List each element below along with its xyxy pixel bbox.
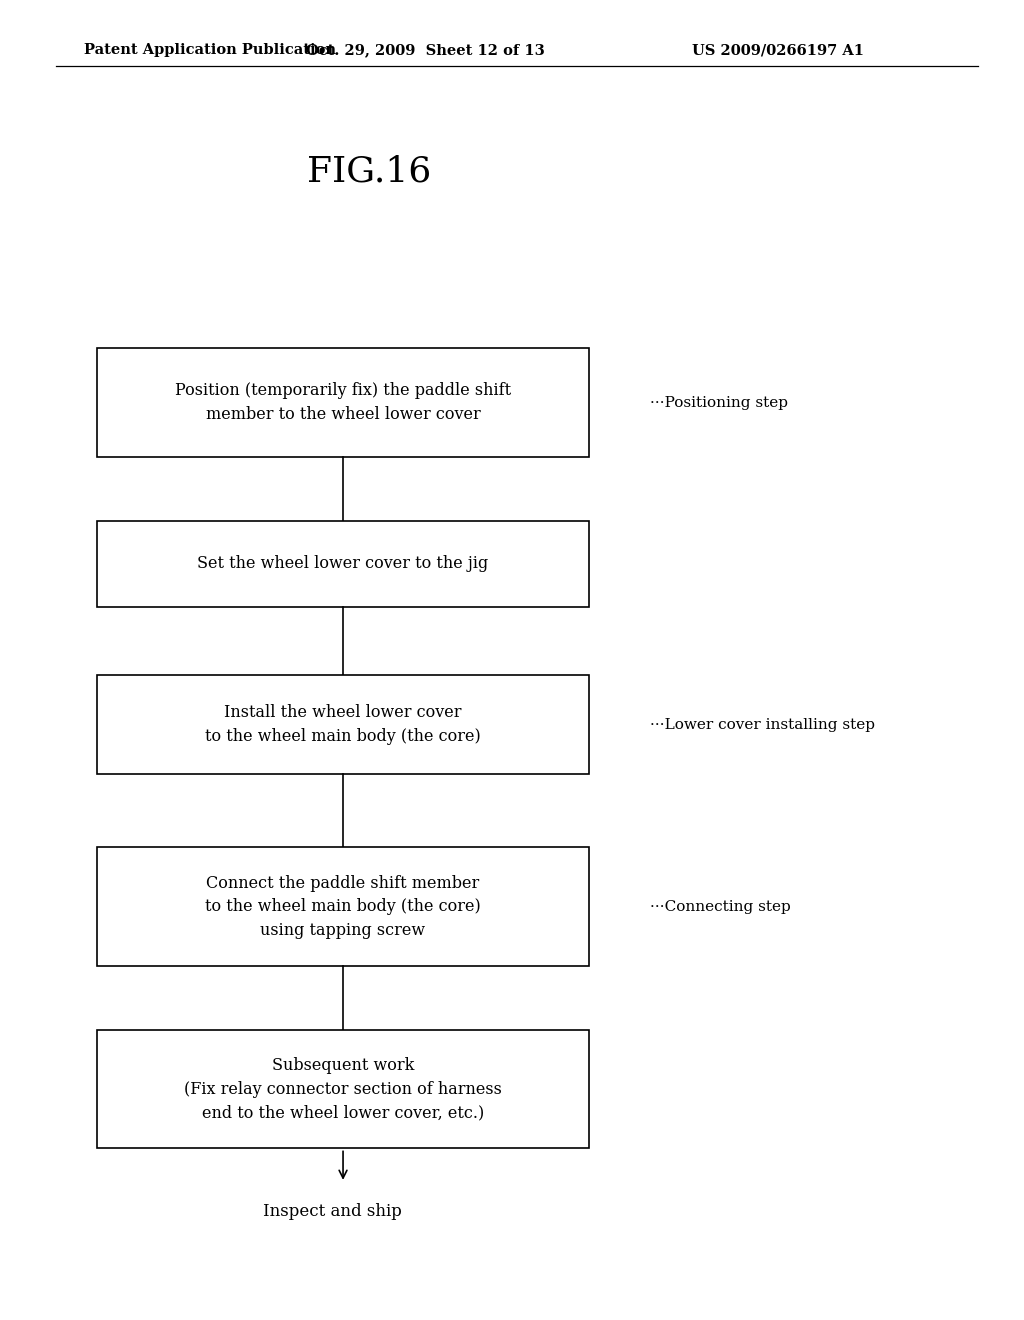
Bar xyxy=(97,675,589,774)
Text: Install the wheel lower cover
to the wheel main body (the core): Install the wheel lower cover to the whe… xyxy=(205,705,481,744)
Text: FIG.16: FIG.16 xyxy=(306,154,431,189)
Text: Connect the paddle shift member
to the wheel main body (the core)
using tapping : Connect the paddle shift member to the w… xyxy=(205,875,481,939)
Bar xyxy=(97,1030,589,1148)
Text: Oct. 29, 2009  Sheet 12 of 13: Oct. 29, 2009 Sheet 12 of 13 xyxy=(305,44,545,57)
Bar xyxy=(97,348,589,457)
Text: US 2009/0266197 A1: US 2009/0266197 A1 xyxy=(692,44,864,57)
Bar xyxy=(97,521,589,607)
Text: Inspect and ship: Inspect and ship xyxy=(263,1204,402,1220)
Text: ···Positioning step: ···Positioning step xyxy=(650,396,788,409)
Text: Set the wheel lower cover to the jig: Set the wheel lower cover to the jig xyxy=(198,556,488,572)
Text: ···Lower cover installing step: ···Lower cover installing step xyxy=(650,718,876,731)
Text: ···Connecting step: ···Connecting step xyxy=(650,900,791,913)
Bar xyxy=(97,847,589,966)
Text: Patent Application Publication: Patent Application Publication xyxy=(84,44,336,57)
Text: Subsequent work
(Fix relay connector section of harness
end to the wheel lower c: Subsequent work (Fix relay connector sec… xyxy=(184,1057,502,1121)
Text: Position (temporarily fix) the paddle shift
member to the wheel lower cover: Position (temporarily fix) the paddle sh… xyxy=(175,383,511,422)
